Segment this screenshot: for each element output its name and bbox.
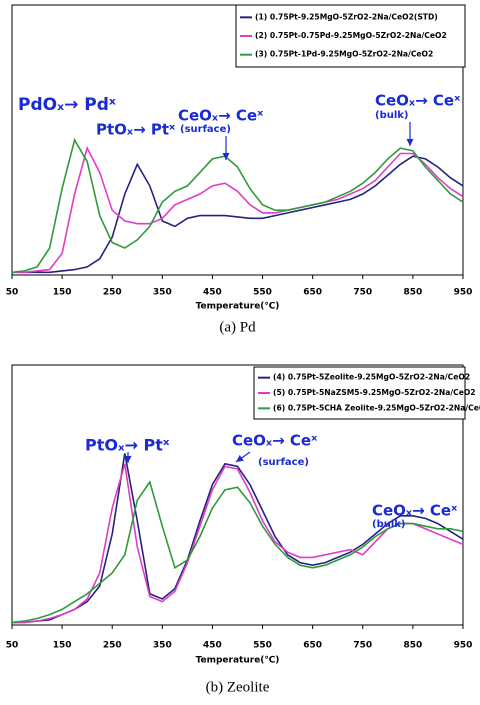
x-tick-label: 650 — [303, 641, 322, 651]
x-tick-label: 350 — [153, 288, 172, 298]
x-tick-label: 950 — [454, 288, 473, 298]
caption: (b) Zeolite — [206, 679, 270, 695]
x-tick-label: 750 — [353, 641, 372, 651]
x-axis-label: Temperature(℃) — [196, 302, 280, 312]
caption: (a) Pd — [219, 319, 256, 335]
x-tick-label: 550 — [253, 641, 272, 651]
annotation: PdOₓ→ Pdˣ — [18, 95, 116, 115]
x-tick-label: 450 — [203, 641, 222, 651]
x-tick-label: 850 — [403, 641, 422, 651]
x-tick-label: 950 — [454, 641, 473, 651]
x-tick-label: 350 — [153, 641, 172, 651]
legend-box — [253, 366, 466, 420]
x-tick-label: 450 — [203, 288, 222, 298]
x-tick-label: 550 — [253, 288, 272, 298]
legend-label: (6) 0.75Pt-5CHA Zeolite-9.25MgO-5ZrO2-2N… — [273, 403, 480, 412]
legend-label: (2) 0.75Pt-0.75Pd-9.25MgO-5ZrO2-2Na/CeO2 — [255, 31, 447, 40]
legend-label: (4) 0.75Pt-5Zeolite-9.25MgO-5ZrO2-2Na/Ce… — [273, 373, 470, 382]
x-tick-label: 750 — [353, 288, 372, 298]
annotation: (surface) — [180, 124, 231, 135]
annotation: CeOₓ→ Ceˣ — [372, 502, 458, 520]
legend-label: (1) 0.75Pt-9.25MgO-5ZrO2-2Na/CeO2(STD) — [255, 12, 438, 21]
series-line — [11, 137, 464, 274]
arrow — [235, 451, 251, 463]
series-line — [12, 145, 464, 274]
series-line — [12, 155, 464, 274]
annotation: PtOₓ→ Ptˣ — [96, 121, 176, 139]
annotation: CeOₓ→ Ceˣ — [178, 107, 264, 125]
x-tick-label: 650 — [303, 288, 322, 298]
annotation: PtOₓ→ Ptˣ — [85, 436, 170, 455]
series-line — [12, 453, 464, 624]
x-tick-label: 50 — [6, 288, 19, 298]
legend-box — [235, 4, 466, 68]
x-tick-label: 150 — [53, 288, 72, 298]
legend-label: (3) 0.75Pt-1Pd-9.25MgO-5ZrO2-2Na/CeO2 — [255, 50, 433, 59]
x-tick-label: 150 — [53, 641, 72, 651]
x-axis-label: Temperature(℃) — [196, 656, 280, 666]
annotation: (surface) — [258, 457, 309, 468]
annotation: (bulk) — [372, 519, 406, 530]
x-tick-label: 50 — [6, 641, 19, 651]
x-tick-label: 250 — [103, 288, 122, 298]
annotation: CeOₓ→ Ceˣ — [375, 92, 461, 110]
annotation: (bulk) — [375, 110, 409, 121]
plot-frame — [11, 364, 464, 626]
annotation: CeOₓ→ Ceˣ — [232, 432, 318, 450]
legend-label: (5) 0.75Pt-5NaZSM5-9.25MgO-5ZrO2-2Na/CeO… — [273, 388, 476, 397]
x-tick-label: 850 — [403, 288, 422, 298]
x-tick-label: 250 — [103, 641, 122, 651]
series-line — [11, 480, 464, 624]
